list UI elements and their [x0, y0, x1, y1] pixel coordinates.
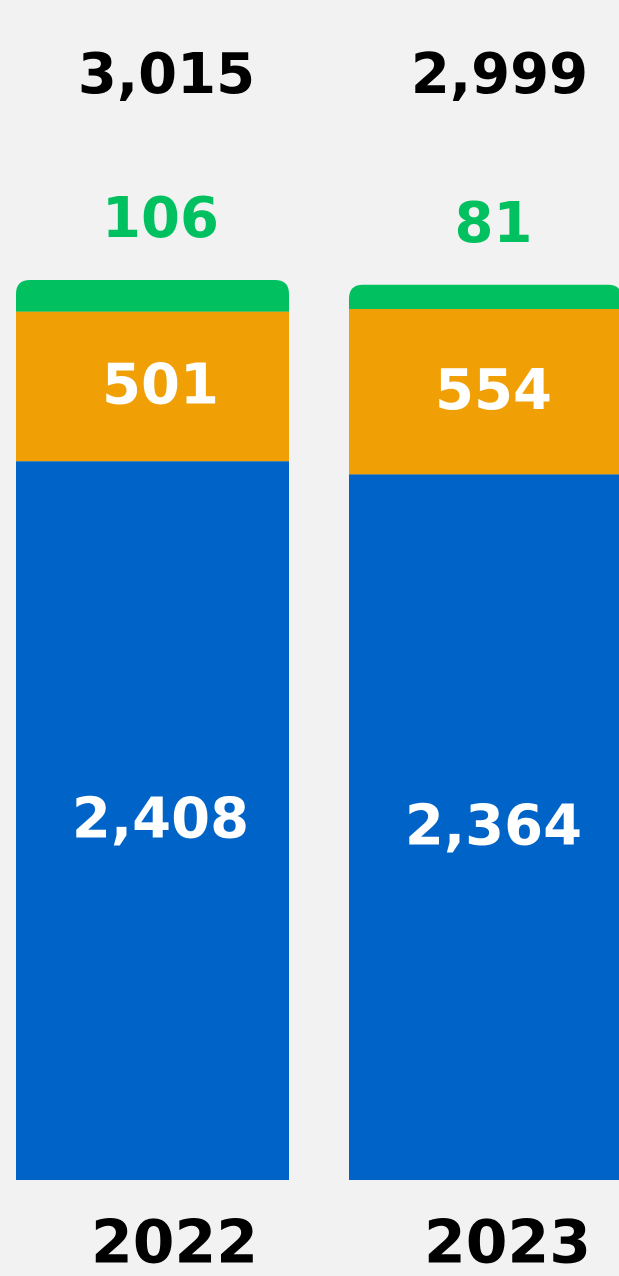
value-label: 2,364: [405, 793, 582, 858]
total-label: 3,015: [78, 42, 255, 107]
value-label: 106: [102, 186, 219, 251]
bar-segment: [16, 311, 289, 462]
value-label: 2,408: [72, 787, 249, 852]
x-tick-label: 2023: [424, 1208, 591, 1276]
total-label: 2,999: [411, 42, 588, 107]
bar-segment: [349, 284, 619, 309]
bar-segment: [349, 474, 619, 1180]
bar-segment: [349, 308, 619, 475]
bar-segment: [16, 280, 289, 312]
value-label: 81: [455, 191, 533, 256]
value-label: 554: [435, 358, 552, 423]
value-label: 501: [102, 353, 219, 418]
x-tick-label: 2022: [91, 1208, 258, 1276]
bar-segment: [16, 461, 289, 1180]
